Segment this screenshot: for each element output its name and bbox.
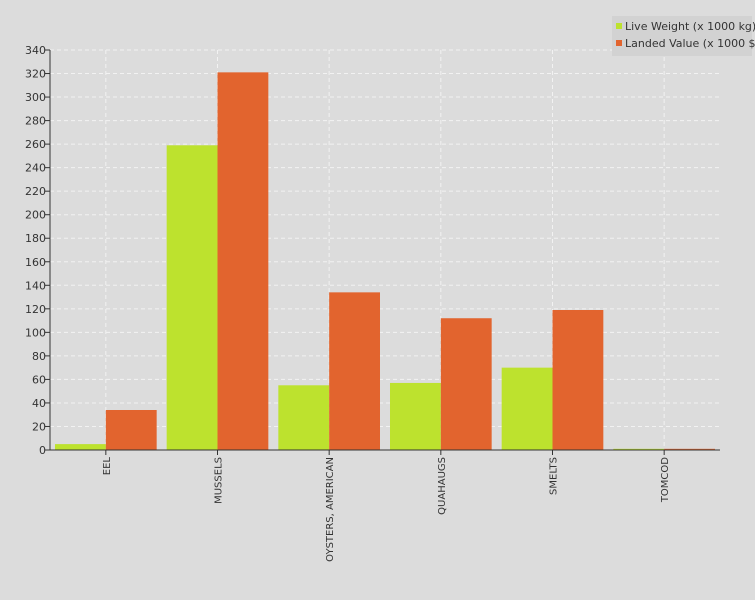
x-tick-label: SMELTS [549,457,560,495]
y-tick-label: 300 [25,91,46,104]
y-tick-label: 100 [25,326,46,339]
bar-live-weight [278,385,330,450]
y-tick-label: 160 [25,256,46,269]
x-tick-label: QUAHAUGS [437,457,448,515]
x-tick-label: MUSSELS [214,457,225,504]
bar-landed-value [440,318,492,450]
y-tick-label: 0 [39,444,46,457]
y-tick-label: 20 [32,420,46,433]
x-tick-label: EEL [102,457,113,476]
legend: Live Weight (x 1000 kg) Landed Value (x 1… [612,16,755,56]
y-tick-label: 340 [25,44,46,57]
bar-landed-value [664,448,715,450]
y-tick-label: 200 [25,209,46,222]
y-tick-label: 320 [25,68,46,81]
bar-live-weight [501,367,553,450]
bar-live-weight [55,444,106,450]
legend-label: Landed Value (x 1000 $) [625,37,755,50]
bar-landed-value [217,72,269,451]
y-tick-label: 240 [25,162,46,175]
bar-landed-value [329,292,380,450]
legend-box [612,16,752,56]
y-tick-label: 120 [25,303,46,316]
x-tick-label: TOMCOD [660,457,671,503]
y-tick-label: 180 [25,232,46,245]
y-tick-label: 260 [25,138,46,151]
y-tick-label: 60 [32,373,46,386]
bar-landed-value [105,410,157,450]
bar-live-weight [613,448,665,450]
grid [50,49,720,450]
legend-swatch [616,40,622,46]
y-tick-label: 140 [25,279,46,292]
y-tick-label: 220 [25,185,46,198]
bar-live-weight [166,145,218,450]
y-tick-label: 40 [32,397,46,410]
x-tick-label: OYSTERS, AMERICAN [325,457,336,562]
legend-label: Live Weight (x 1000 kg) [625,20,755,33]
y-tick-label: 280 [25,115,46,128]
bar-live-weight [390,382,441,450]
bar-landed-value [552,310,604,450]
y-tick-label: 80 [32,350,46,363]
legend-swatch [616,23,622,29]
bars [55,72,715,451]
